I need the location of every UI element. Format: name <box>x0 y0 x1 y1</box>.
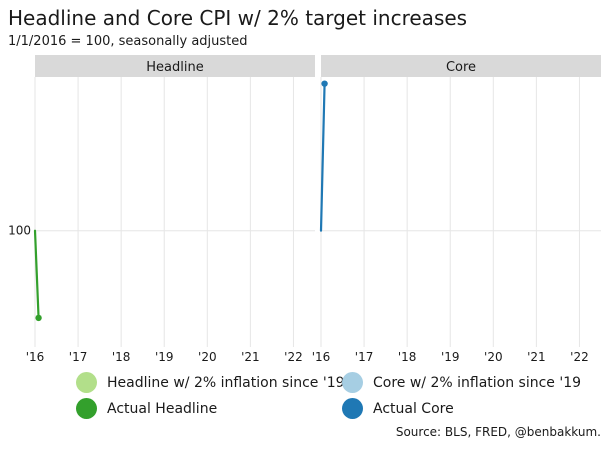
legend-label-headline-target: Headline w/ 2% inflation since '19 <box>107 374 345 391</box>
x-tick-label: '19 <box>155 350 174 364</box>
panel-label-core: Core <box>446 60 476 75</box>
series-line-actual-headline <box>33 229 40 320</box>
legend-item-headline-target: Headline w/ 2% inflation since '19 <box>76 372 345 393</box>
x-tick-label: '22 <box>570 350 589 364</box>
panel-label-headline: Headline <box>146 60 203 75</box>
chart-subtitle: 1/1/2016 = 100, seasonally adjusted <box>8 34 248 49</box>
series-endpoint-actual-headline <box>35 314 42 322</box>
x-tick-label: '17 <box>69 350 88 364</box>
x-tick-label: '22 <box>284 350 303 364</box>
source-note: Source: BLS, FRED, @benbakkum. <box>395 425 601 439</box>
chart-title: Headline and Core CPI w/ 2% target incre… <box>8 6 467 30</box>
x-tick-label: '21 <box>241 350 260 364</box>
series-endpoint-actual-core <box>321 80 328 87</box>
legend-swatch-headline-actual <box>76 398 97 419</box>
legend-label-headline-actual: Actual Headline <box>107 400 218 417</box>
series-line-actual-core <box>319 82 326 232</box>
legend-item-headline-actual: Actual Headline <box>76 398 217 419</box>
legend-item-core-target: Core w/ 2% inflation since '19 <box>342 372 581 393</box>
panel-strip-headline <box>35 55 315 77</box>
legend-item-core-actual: Actual Core <box>342 398 454 419</box>
x-tick-label: '19 <box>441 350 460 364</box>
legend-swatch-headline-target <box>76 372 97 393</box>
x-tick-label: '17 <box>355 350 374 364</box>
x-tick-label: '18 <box>398 350 417 364</box>
x-tick-label: '16 <box>312 350 331 364</box>
legend-label-core-actual: Actual Core <box>373 400 454 417</box>
y-tick-label: 100 <box>8 224 31 238</box>
panel-strip-core <box>321 55 601 77</box>
x-tick-label: '16 <box>26 350 45 364</box>
legend-swatch-core-target <box>342 372 363 393</box>
x-tick-label: '21 <box>527 350 546 364</box>
legend-swatch-core-actual <box>342 398 363 419</box>
x-tick-label: '20 <box>198 350 217 364</box>
x-tick-label: '18 <box>112 350 131 364</box>
legend-label-core-target: Core w/ 2% inflation since '19 <box>373 374 582 391</box>
x-tick-label: '20 <box>484 350 503 364</box>
